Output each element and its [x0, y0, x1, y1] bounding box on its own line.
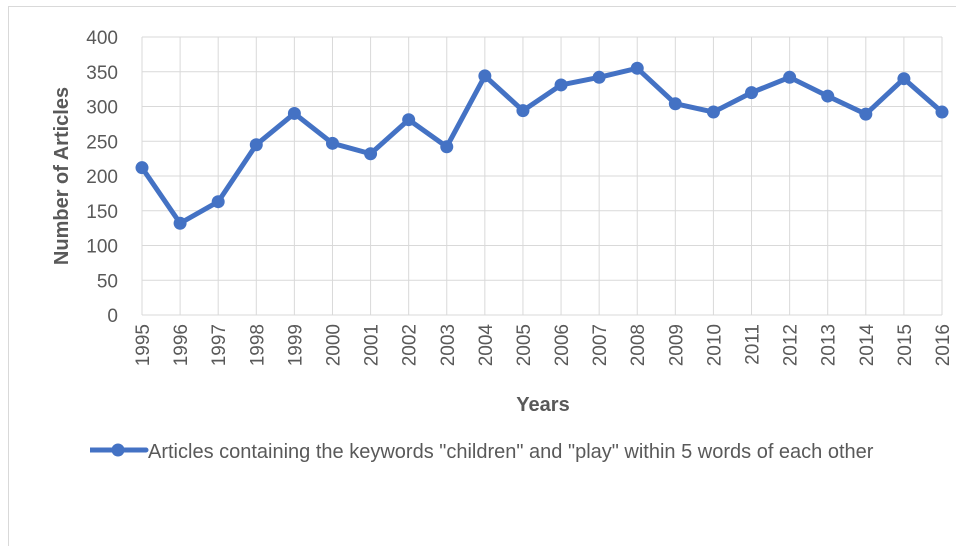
data-point [554, 78, 568, 92]
data-point [325, 136, 339, 150]
y-axis-title: Number of Articles [51, 87, 73, 265]
series-line [139, 65, 945, 226]
data-point [630, 61, 644, 75]
data-point [364, 147, 378, 161]
data-point [859, 107, 873, 121]
data-point [897, 72, 911, 86]
data-point [935, 105, 949, 119]
x-tick-label: 2000 [323, 324, 344, 366]
x-tick-label: 1999 [285, 324, 306, 366]
y-tick-label: 0 [107, 306, 118, 327]
data-point [706, 105, 720, 119]
data-point [478, 69, 492, 83]
x-tick-label: 2015 [895, 324, 916, 366]
data-point [402, 113, 416, 127]
x-tick-label: 2007 [590, 324, 611, 366]
data-point [249, 138, 263, 152]
legend-series-marker [90, 443, 149, 457]
y-tick-label: 150 [86, 202, 118, 223]
data-point [668, 97, 682, 111]
x-tick-label: 2006 [552, 324, 573, 366]
data-point [173, 216, 187, 230]
x-axis-title: Years [516, 394, 569, 416]
x-tick-label: 2002 [400, 324, 421, 366]
x-tick-label: 2016 [933, 324, 954, 366]
data-point [821, 89, 835, 103]
x-tick-label: 2013 [819, 324, 840, 366]
x-tick-label: 2003 [438, 324, 459, 366]
x-tick-label: 1997 [209, 324, 230, 366]
y-axis-ticks: 0 50 100 150 200 250 300 350 400 [86, 28, 118, 327]
y-tick-label: 50 [97, 271, 118, 292]
x-tick-label: 1996 [171, 324, 192, 366]
series-layer [135, 61, 949, 230]
y-tick-label: 100 [86, 237, 118, 258]
y-tick-label: 200 [86, 167, 118, 188]
x-tick-label: 2012 [781, 324, 802, 366]
data-point [135, 161, 149, 175]
x-tick-label: 1995 [133, 324, 154, 366]
data-point [783, 70, 797, 84]
data-point [592, 70, 606, 84]
data-point [516, 104, 530, 118]
gridlines [141, 36, 943, 316]
x-tick-label: 2008 [628, 324, 649, 366]
y-tick-label: 400 [86, 28, 118, 49]
data-point [440, 140, 454, 154]
data-point [211, 195, 225, 209]
legend-label: Articles containing the keywords "childr… [148, 441, 874, 463]
y-tick-label: 350 [86, 63, 118, 84]
x-tick-label: 2009 [666, 324, 687, 366]
x-tick-label: 2011 [743, 324, 764, 365]
x-tick-label: 2005 [514, 324, 535, 366]
x-tick-label: 2010 [704, 324, 725, 366]
x-tick-label: 1998 [247, 324, 268, 366]
chart-frame [8, 6, 956, 546]
x-axis-ticks: 1995 1996 1997 1998 1999 2000 2001 2002 2003 2004… [133, 324, 954, 367]
x-tick-label: 2001 [362, 324, 383, 366]
data-point [287, 106, 301, 120]
y-tick-label: 250 [86, 132, 118, 153]
data-point [745, 86, 759, 100]
x-tick-label: 2004 [476, 324, 497, 367]
y-tick-label: 300 [86, 98, 118, 119]
x-tick-label: 2014 [857, 324, 878, 367]
